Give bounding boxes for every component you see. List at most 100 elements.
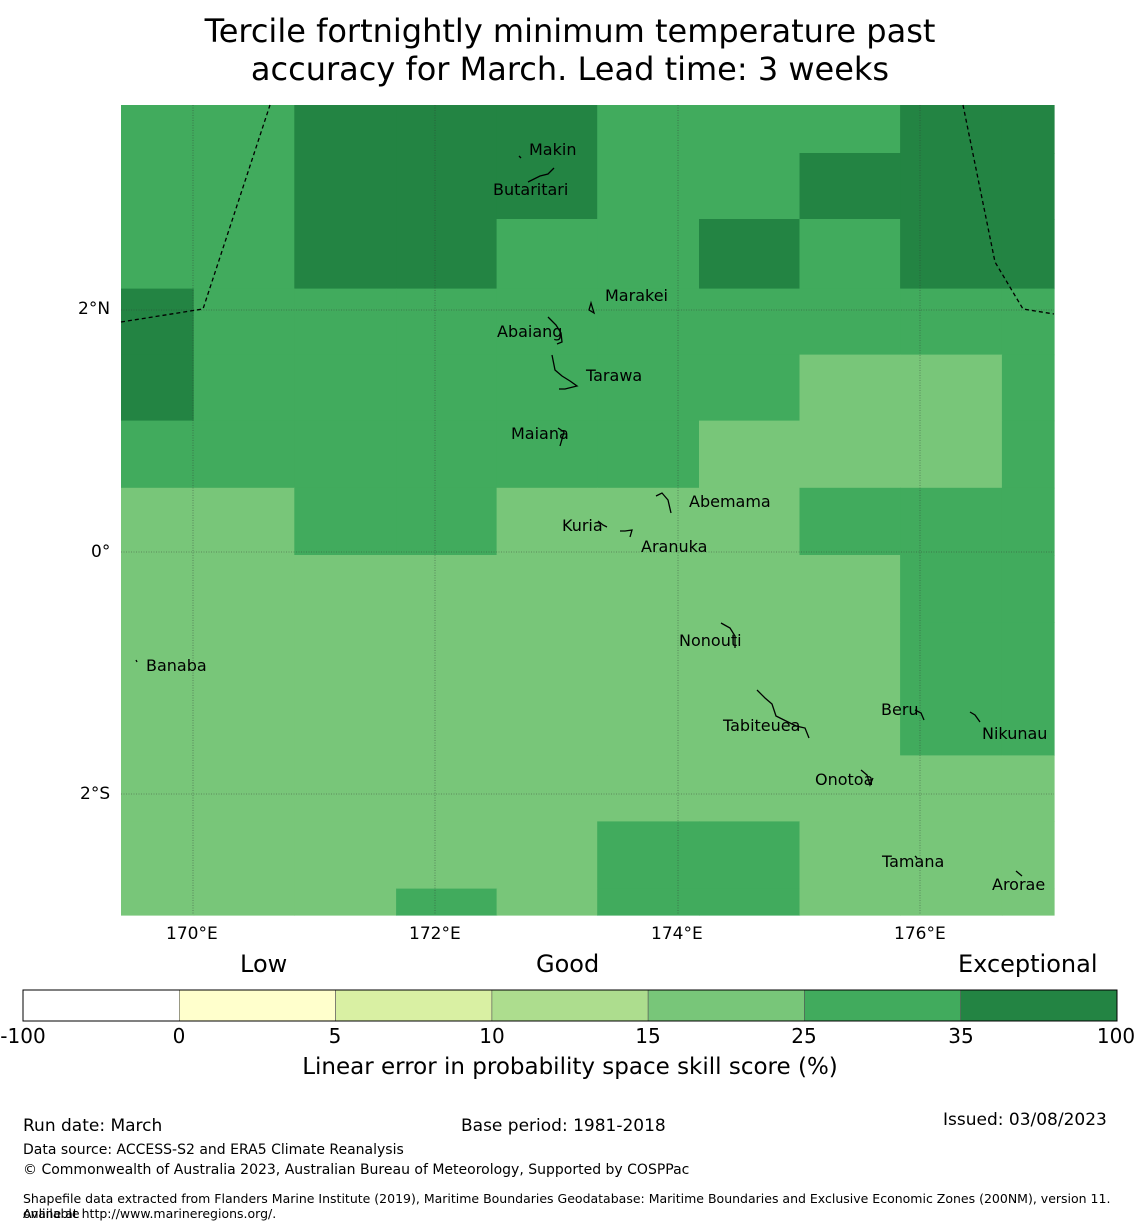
- issued-date: Issued: 03/08/2023: [943, 1110, 1107, 1130]
- island-label: Arorae: [992, 875, 1046, 894]
- skill-cell: [799, 219, 901, 290]
- colorbar-swatch: [960, 989, 1118, 1022]
- skill-cell: [1001, 755, 1055, 822]
- skill-cell: [900, 288, 1003, 356]
- skill-cell: [496, 755, 598, 822]
- skill-cell: [799, 288, 901, 356]
- island-label: Nikunau: [982, 724, 1048, 743]
- skill-cell: [193, 821, 295, 890]
- map-title-line-1: Tercile fortnightly minimum temperature …: [204, 12, 936, 50]
- abaiang-outline: [547, 316, 563, 345]
- skill-cell: [396, 487, 498, 556]
- skill-cell: [193, 888, 295, 916]
- kuria-outline: [597, 520, 608, 528]
- skill-cell: [799, 821, 901, 890]
- tarawa-outline: [551, 354, 579, 390]
- aranuka-outline: [620, 529, 633, 538]
- colorbar-tick: 15: [635, 1024, 661, 1048]
- skill-cell: [1001, 555, 1055, 623]
- colorbar-frame: [22, 989, 1118, 1022]
- skill-cell: [396, 354, 498, 422]
- makin-outline: [518, 155, 522, 159]
- skill-cell: [699, 555, 801, 623]
- skill-cell: [294, 755, 397, 822]
- skill-cell: [900, 153, 1003, 220]
- skill-cell: [1001, 622, 1055, 756]
- skill-cell: [193, 755, 295, 822]
- colorbar-category-good: Good: [536, 950, 600, 978]
- skill-cell: [193, 622, 295, 756]
- skill-cell: [193, 219, 295, 290]
- skill-cell: [900, 888, 1003, 916]
- skill-cell: [699, 420, 801, 489]
- colorbar-swatch: [335, 989, 493, 1022]
- skill-cell: [193, 420, 295, 489]
- skill-cell: [294, 288, 397, 356]
- skill-cell: [294, 105, 397, 154]
- skill-cell: [496, 219, 598, 290]
- colorbar-tick: 25: [791, 1024, 817, 1048]
- beru-outline: [914, 709, 925, 721]
- skill-cell: [193, 487, 295, 556]
- skill-cell: [121, 420, 195, 489]
- skill-cell: [699, 288, 801, 356]
- colorbar: [22, 989, 1118, 1022]
- skill-cell: [396, 622, 498, 756]
- island-label: Tamana: [882, 852, 945, 871]
- colorbar-tick: 5: [328, 1024, 342, 1048]
- skill-cell: [496, 555, 598, 623]
- skill-cell: [193, 105, 295, 154]
- skill-cell: [121, 354, 195, 422]
- skill-cell: [396, 105, 498, 154]
- copyright: © Commonwealth of Australia 2023, Austra…: [23, 1162, 690, 1178]
- island-label: Nonouti: [679, 631, 742, 650]
- marakei-outline: [588, 300, 596, 315]
- island-label: Kuria: [562, 516, 603, 535]
- skill-cell: [294, 622, 397, 756]
- skill-cell: [597, 487, 700, 556]
- lat-label-0: 0°: [91, 542, 111, 562]
- skill-cell: [496, 105, 598, 154]
- lon-label-174e: 174°E: [651, 924, 703, 944]
- abemama-outline: [655, 492, 672, 514]
- skill-cell: [699, 888, 801, 916]
- skill-cell: [900, 354, 1003, 422]
- skill-cell: [1001, 888, 1055, 916]
- skill-cell: [121, 487, 195, 556]
- skill-cell: [799, 153, 901, 220]
- skill-cell: [396, 555, 498, 623]
- lat-label-2s: 2°S: [80, 784, 111, 804]
- tamana-outline: [914, 855, 918, 859]
- island-label: Marakei: [605, 286, 668, 305]
- skill-cell: [1001, 105, 1055, 154]
- skill-cell: [294, 888, 397, 916]
- skill-cell: [1001, 288, 1055, 356]
- skill-cell: [597, 821, 700, 890]
- skill-cell: [396, 153, 498, 220]
- island-outlines: [135, 155, 1023, 877]
- skill-cell: [699, 153, 801, 220]
- skill-cell: [121, 622, 195, 756]
- skill-cell: [496, 487, 598, 556]
- island-label: Abemama: [689, 492, 771, 511]
- data-source: Data source: ACCESS-S2 and ERA5 Climate …: [23, 1142, 404, 1158]
- maiana-outline: [557, 427, 565, 447]
- skill-cell: [193, 153, 295, 220]
- skill-cell: [597, 755, 700, 822]
- skill-cell: [294, 354, 397, 422]
- skill-cell: [396, 821, 498, 890]
- island-label: Abaiang: [497, 322, 563, 341]
- skill-cell: [121, 555, 195, 623]
- eez-boundary-west: [120, 104, 271, 323]
- skill-cell: [1001, 219, 1055, 290]
- arorae-outline: [1015, 870, 1023, 877]
- skill-cell: [799, 555, 901, 623]
- colorbar-tick: -100: [0, 1024, 46, 1048]
- shapefile-credit-line-2: online at http://www.marineregions.org/.: [23, 1206, 277, 1221]
- tabiteuea-outline: [756, 689, 810, 739]
- colorbar-category-low: Low: [240, 950, 288, 978]
- island-label: Makin: [529, 140, 577, 159]
- colorbar-tick: 10: [479, 1024, 505, 1048]
- skill-cell: [294, 153, 397, 220]
